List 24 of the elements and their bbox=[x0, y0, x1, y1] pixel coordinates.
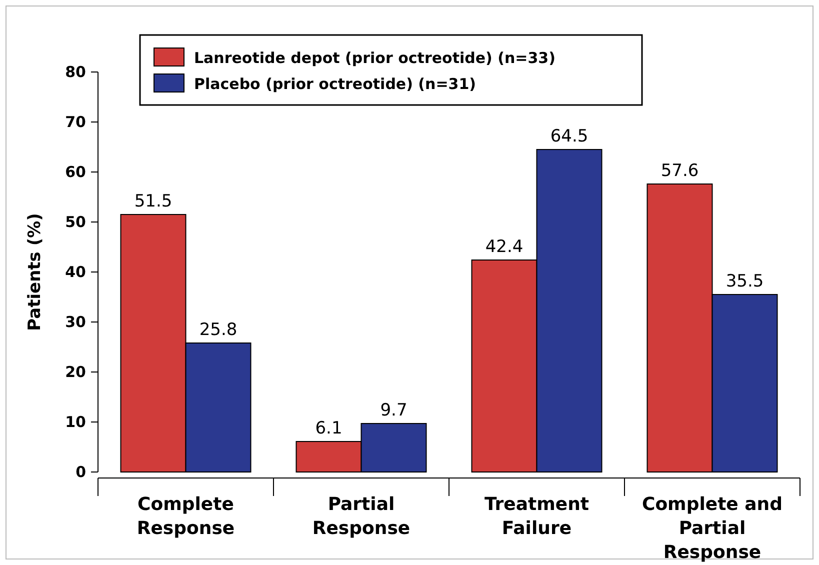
y-tick-label: 60 bbox=[65, 162, 86, 181]
y-tick-label: 40 bbox=[65, 262, 86, 281]
y-tick-label: 80 bbox=[65, 62, 86, 81]
data-label: 9.7 bbox=[380, 400, 408, 420]
data-label: 57.6 bbox=[660, 161, 699, 181]
y-tick-label: 0 bbox=[76, 462, 86, 481]
legend-label: Lanreotide depot (prior octreotide) (n=33) bbox=[194, 49, 556, 67]
legend-label: Placebo (prior octreotide) (n=31) bbox=[194, 75, 476, 93]
data-label: 6.1 bbox=[315, 418, 342, 438]
y-tick-label: 70 bbox=[65, 112, 86, 131]
data-label: 51.5 bbox=[134, 192, 172, 212]
y-tick-label: 20 bbox=[65, 362, 86, 381]
data-label: 64.5 bbox=[550, 126, 588, 146]
y-tick-label: 10 bbox=[65, 412, 86, 431]
x-tick-label: Partial Response bbox=[312, 494, 410, 539]
x-tick-label: Treatment Failure bbox=[484, 494, 590, 539]
x-tick-label: Complete Response bbox=[136, 494, 235, 539]
y-axis-title: Patients (%) bbox=[25, 213, 45, 331]
data-label: 25.8 bbox=[199, 320, 238, 340]
y-tick-label: 50 bbox=[65, 212, 86, 231]
data-label: 35.5 bbox=[726, 272, 764, 292]
data-label: 42.4 bbox=[485, 237, 524, 257]
y-tick-label: 30 bbox=[65, 312, 86, 331]
x-tick-label: Complete and Partial Response bbox=[642, 494, 783, 563]
